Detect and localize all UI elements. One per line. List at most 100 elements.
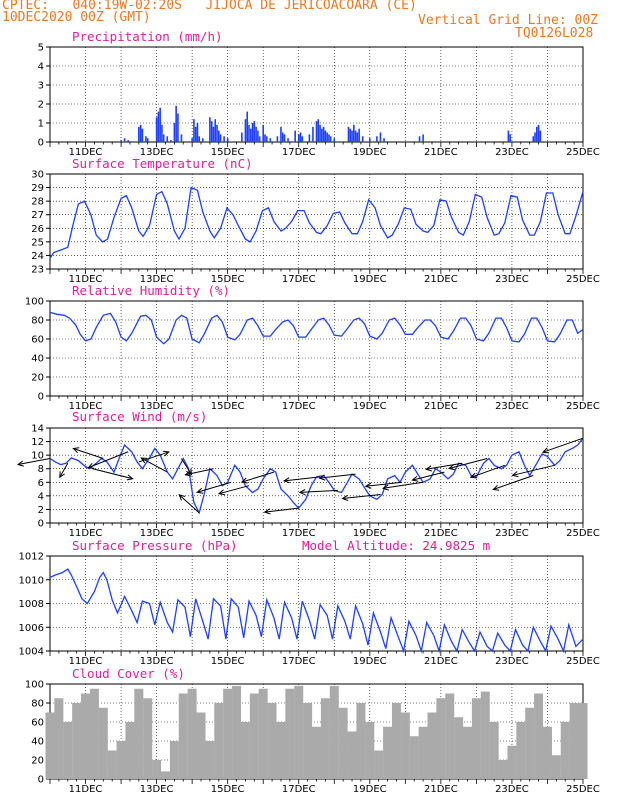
cloud-bar (400, 712, 410, 779)
wind-arrow (426, 462, 463, 470)
precip-bar (308, 134, 311, 142)
precip-bar (155, 117, 158, 142)
cloud-bar (578, 703, 588, 779)
x-tick-label: 23DEC (495, 784, 529, 795)
y-tick-label: 1004 (19, 647, 44, 658)
precip-bar (269, 138, 272, 142)
x-tick-label: 21DEC (424, 656, 458, 667)
precip-bar (264, 134, 266, 142)
precip-bar (138, 126, 140, 142)
cloud-bar (498, 760, 508, 779)
x-tick-label: 15DEC (211, 784, 245, 795)
x-tick-label: 11DEC (69, 401, 103, 412)
wind-arrow-head (318, 474, 326, 481)
cloud-bar (267, 703, 277, 779)
precip-bar (216, 124, 218, 142)
y-tick-label: 23 (31, 265, 44, 276)
x-tick-label: 23DEC (495, 274, 529, 285)
x-tick-label: 21DEC (424, 784, 458, 795)
cloud-bar (276, 722, 286, 779)
precip-bar (123, 138, 126, 142)
x-tick-label: 17DEC (282, 274, 316, 285)
y-tick-label: 0 (38, 138, 44, 149)
precip-bar (376, 136, 378, 142)
cloud-bar (187, 688, 197, 779)
cloud-bar (214, 703, 224, 779)
y-tick-label: 2 (38, 100, 44, 111)
wind-arrow-head (217, 489, 225, 496)
wind-arrow-head (140, 457, 148, 464)
precip-bar (210, 121, 213, 142)
x-tick-label: 19DEC (353, 656, 387, 667)
x-tick-label: 17DEC (282, 528, 316, 539)
wind-arrow (17, 458, 51, 466)
precip-bar (217, 130, 220, 142)
x-tick-label: 11DEC (69, 656, 103, 667)
precip-bar (358, 128, 360, 142)
precip-bar (212, 126, 215, 142)
wind-arrow (319, 473, 356, 479)
panel-title: Surface Pressure (hPa) (72, 538, 238, 553)
wind-arrow-head (341, 494, 349, 501)
y-tick-label: 80 (31, 699, 44, 710)
precip-bar (349, 128, 352, 142)
cloud-bar (374, 750, 384, 779)
precip-bar (170, 140, 172, 142)
x-tick-label: 11DEC (69, 274, 103, 285)
cloud-bar (569, 703, 579, 779)
wind-arrow (87, 451, 129, 469)
precip-bar (280, 126, 282, 142)
precip-bar (162, 134, 165, 142)
precip-bar (223, 136, 225, 142)
x-tick-label: 17DEC (282, 784, 316, 795)
wind-arrow-head (448, 464, 456, 471)
x-tick-label: 21DEC (424, 147, 458, 158)
wind-arrow-head (469, 472, 477, 479)
cloud-bar (303, 703, 313, 779)
panel-title: Relative Humidity (%) (72, 283, 230, 298)
wind-arrow-head (263, 508, 271, 515)
x-tick-label: 17DEC (282, 147, 316, 158)
cloud-bar (205, 741, 215, 779)
wind-arrow-head (298, 489, 306, 496)
x-tick-label: 11DEC (69, 784, 103, 795)
cloud-bar (409, 736, 419, 779)
cloud-bar (134, 688, 144, 779)
cloud-bar (178, 693, 188, 779)
wind-arrow (241, 471, 275, 483)
precip-bar (257, 130, 259, 142)
x-tick-label: 13DEC (140, 401, 174, 412)
x-tick-label: 19DEC (353, 401, 387, 412)
y-tick-label: 40 (31, 354, 44, 365)
wind-arrow-head (178, 494, 186, 501)
cloud-bar (418, 726, 428, 779)
cloud-bar (383, 726, 393, 779)
x-tick-label: 25DEC (566, 784, 600, 795)
y-tick-label: 1010 (19, 575, 44, 586)
cloud-bar (516, 722, 526, 779)
precip-bar (198, 136, 201, 142)
precip-bar (241, 132, 243, 142)
x-tick-label: 11DEC (69, 147, 103, 158)
y-tick-label: 25 (31, 237, 44, 248)
x-tick-label: 25DEC (566, 147, 600, 158)
wind-arrow (185, 468, 214, 476)
precip-bar (369, 138, 371, 142)
wind-arrow-head (87, 462, 95, 469)
precip-bar (315, 121, 318, 142)
panel-annotation: Model Altitude: 24.9825 m (302, 538, 490, 553)
y-tick-label: 60 (31, 718, 44, 729)
precip-bar (383, 138, 385, 142)
x-tick-label: 19DEC (353, 784, 387, 795)
cloud-bar (534, 693, 544, 779)
cloud-bar (338, 707, 348, 779)
cloud-bar (507, 745, 517, 779)
precip-bar (356, 132, 359, 142)
panel-frame (49, 173, 584, 270)
x-tick-label: 25DEC (566, 656, 600, 667)
precip-bar (173, 123, 176, 142)
wind-arrow-head (16, 460, 24, 467)
x-tick-label: 21DEC (424, 401, 458, 412)
y-tick-label: 3 (38, 81, 44, 92)
